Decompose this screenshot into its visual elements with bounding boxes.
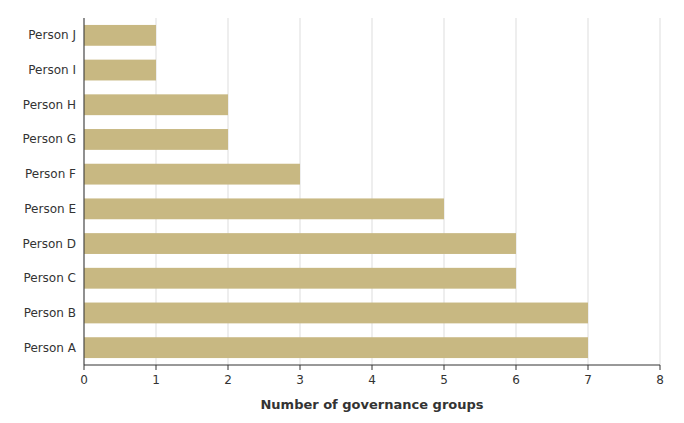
axis-title: Number of governance groups	[260, 397, 483, 412]
bar	[84, 129, 228, 150]
axes: 0 1 2 3 4 5 6 7 8 Person A Person B Person C Person …	[23, 18, 664, 412]
tick-mark	[228, 365, 229, 370]
bar	[84, 268, 516, 289]
tick-mark	[516, 365, 517, 370]
tick-label: 5	[440, 373, 448, 387]
chart-container: 0 1 2 3 4 5 6 7 8 Person A Person B Person C Person …	[0, 0, 684, 423]
bars	[84, 25, 588, 358]
category-label: Person H	[23, 98, 76, 112]
category-label: Person C	[23, 271, 76, 285]
category-label: Person F	[25, 167, 76, 181]
bar	[84, 303, 588, 324]
bar	[84, 60, 156, 81]
tick-label: 8	[656, 373, 664, 387]
grid-line	[84, 18, 85, 365]
bar	[84, 233, 516, 254]
grid-line	[660, 18, 661, 365]
tick-label: 0	[80, 373, 88, 387]
tick-label: 6	[512, 373, 520, 387]
chart: 0 1 2 3 4 5 6 7 8 Person A Person B Person C Person …	[0, 0, 684, 423]
bar	[84, 337, 588, 358]
tick-mark	[444, 365, 445, 370]
tick-label: 4	[368, 373, 376, 387]
tick-label: 7	[584, 373, 592, 387]
category-label: Person A	[24, 341, 77, 355]
tick-mark	[300, 365, 301, 370]
category-label: Person J	[28, 28, 76, 42]
tick-mark	[84, 365, 85, 370]
category-label: Person B	[24, 306, 76, 320]
category-label: Person E	[24, 202, 76, 216]
axis-line	[84, 18, 85, 365]
tick-label: 3	[296, 373, 304, 387]
category-label: Person I	[28, 63, 76, 77]
tick-mark	[156, 365, 157, 370]
tick-mark	[588, 365, 589, 370]
bar	[84, 164, 300, 185]
tick-mark	[660, 365, 661, 370]
tick-label: 2	[224, 373, 232, 387]
category-label: Person G	[23, 132, 76, 146]
grid	[84, 18, 660, 365]
bar	[84, 25, 156, 46]
axis-line	[84, 365, 660, 366]
category-label: Person D	[23, 237, 76, 251]
bar	[84, 198, 444, 219]
tick-label: 1	[152, 373, 160, 387]
tick-mark	[372, 365, 373, 370]
bar	[84, 94, 228, 115]
